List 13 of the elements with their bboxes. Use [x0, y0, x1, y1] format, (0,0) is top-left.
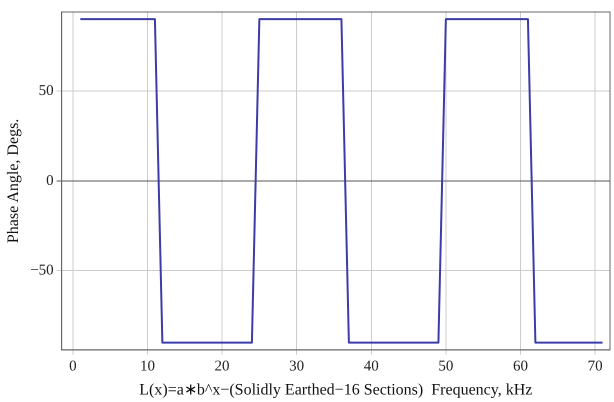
y-tick-label: −50 — [30, 262, 54, 279]
x-tick-label: 10 — [140, 358, 155, 375]
x-axis-title: L(x)=a∗b^x−(Solidly Earthed−16 Sections) Frequency, kHz — [139, 382, 532, 399]
x-tick-label: 60 — [512, 358, 528, 375]
x-tick-label: 70 — [588, 358, 603, 375]
x-tick-label: 40 — [364, 358, 379, 375]
x-tick-label: 20 — [214, 358, 230, 375]
y-axis-title: Phase Angle, Degs. — [4, 118, 22, 244]
x-tick-label: 50 — [438, 358, 454, 375]
y-tick-label: 50 — [38, 82, 54, 99]
x-tick-label: 30 — [289, 358, 304, 375]
y-tick-label: 0 — [46, 172, 54, 189]
x-tick-label: 0 — [69, 358, 77, 375]
